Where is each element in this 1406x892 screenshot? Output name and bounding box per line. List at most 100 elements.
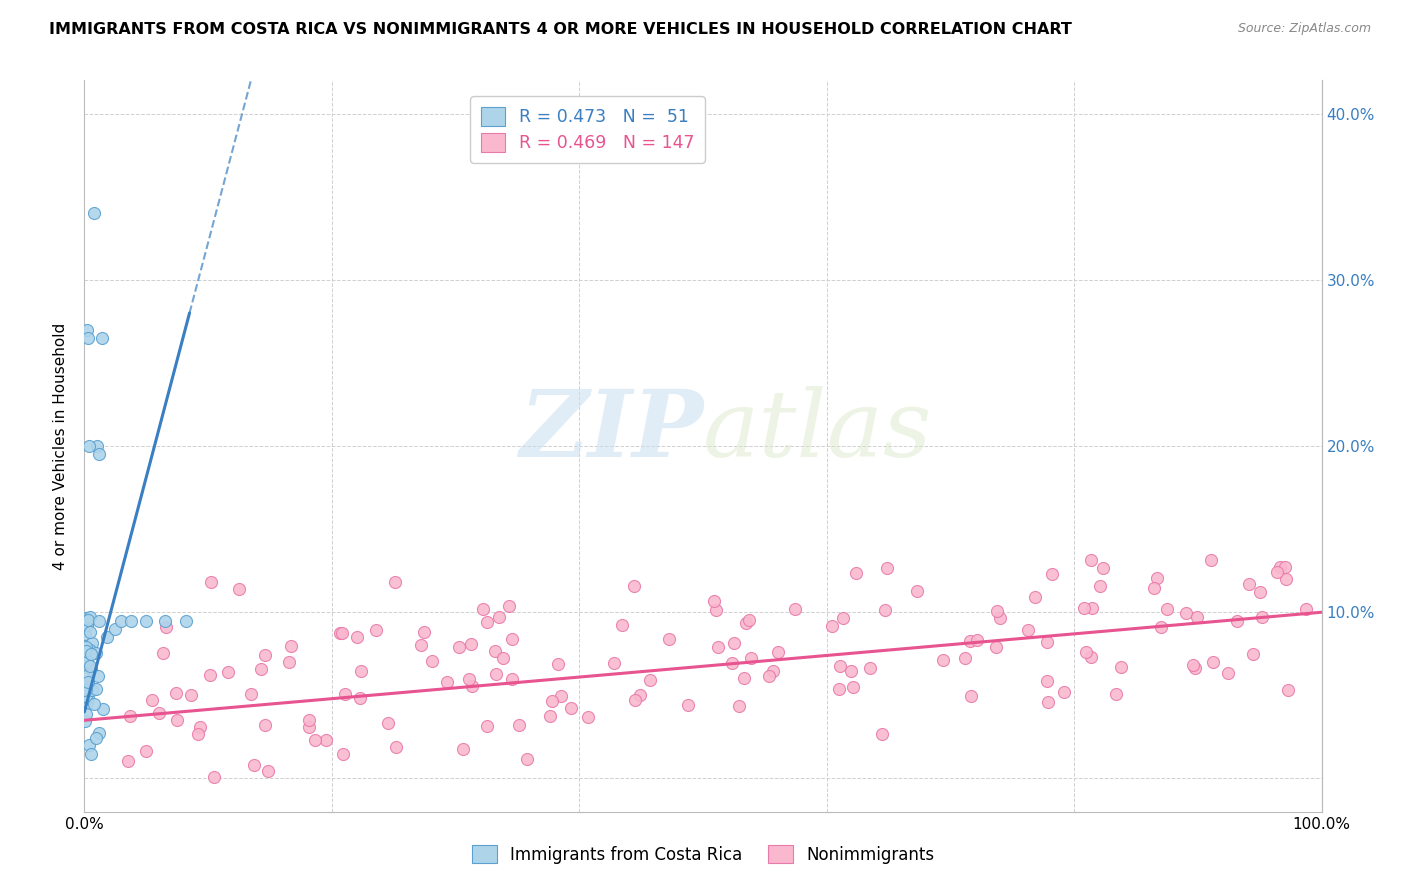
Point: [704, 603, 727, 617]
Point: [828, 659, 851, 673]
Point: [350, 664, 373, 678]
Point: [960, 690, 983, 704]
Point: [875, 603, 897, 617]
Point: [721, 657, 744, 671]
Point: [453, 742, 475, 756]
Legend: R = 0.473   N =  51, R = 0.469   N = 147: R = 0.473 N = 51, R = 0.469 N = 147: [471, 96, 704, 162]
Point: [86, 731, 108, 746]
Point: [858, 660, 880, 674]
Point: [839, 665, 862, 679]
Point: [409, 638, 432, 652]
Point: [298, 714, 321, 728]
Point: [117, 754, 139, 768]
Point: [249, 662, 271, 676]
Point: [202, 770, 225, 784]
Point: [80, 648, 103, 662]
Point: [1270, 560, 1292, 574]
Point: [83, 206, 105, 220]
Point: [1181, 658, 1204, 673]
Point: [77, 613, 100, 627]
Point: [1080, 650, 1102, 665]
Point: [73, 683, 96, 698]
Point: [1073, 601, 1095, 615]
Point: [1088, 579, 1111, 593]
Point: [1092, 561, 1115, 575]
Point: [90, 331, 112, 345]
Point: [76, 677, 98, 691]
Point: [931, 653, 953, 667]
Point: [638, 673, 661, 688]
Point: [73, 714, 96, 729]
Point: [1265, 565, 1288, 579]
Point: [484, 666, 506, 681]
Point: [73, 627, 96, 641]
Point: [346, 631, 368, 645]
Point: [148, 706, 170, 720]
Point: [349, 690, 371, 705]
Point: [76, 654, 98, 668]
Point: [508, 718, 530, 732]
Point: [1038, 695, 1060, 709]
Point: [77, 331, 100, 345]
Text: IMMIGRANTS FROM COSTA RICA VS NONIMMIGRANTS 4 OR MORE VEHICLES IN HOUSEHOLD CORR: IMMIGRANTS FROM COSTA RICA VS NONIMMIGRA…: [49, 22, 1073, 37]
Point: [603, 657, 626, 671]
Point: [141, 693, 163, 707]
Point: [135, 614, 157, 628]
Point: [217, 665, 239, 679]
Point: [1241, 647, 1264, 661]
Point: [174, 614, 197, 628]
Point: [385, 739, 408, 754]
Point: [228, 582, 250, 596]
Point: [80, 662, 103, 676]
Y-axis label: 4 or more Vehicles in Household: 4 or more Vehicles in Household: [53, 322, 69, 570]
Point: [79, 439, 101, 453]
Point: [83, 697, 105, 711]
Point: [1249, 584, 1271, 599]
Point: [1150, 619, 1173, 633]
Point: [538, 708, 561, 723]
Point: [501, 632, 523, 647]
Point: [239, 687, 262, 701]
Point: [77, 738, 100, 752]
Point: [75, 706, 97, 721]
Point: [200, 668, 222, 682]
Point: [110, 614, 132, 628]
Point: [75, 644, 97, 658]
Point: [828, 682, 851, 697]
Point: [188, 720, 211, 734]
Point: [1053, 684, 1076, 698]
Point: [484, 644, 506, 658]
Point: [89, 614, 111, 628]
Point: [734, 616, 756, 631]
Point: [447, 640, 470, 654]
Point: [257, 764, 280, 779]
Point: [153, 614, 176, 628]
Point: [86, 668, 108, 682]
Point: [118, 708, 141, 723]
Point: [420, 654, 443, 668]
Point: [200, 574, 222, 589]
Point: [165, 685, 187, 699]
Point: [76, 323, 98, 337]
Point: [547, 657, 569, 672]
Point: [155, 620, 177, 634]
Point: [762, 665, 785, 679]
Point: [905, 584, 928, 599]
Point: [91, 701, 114, 715]
Point: [329, 625, 352, 640]
Point: [623, 579, 645, 593]
Point: [304, 733, 326, 747]
Point: [120, 614, 142, 628]
Point: [1105, 687, 1128, 701]
Point: [1202, 655, 1225, 669]
Point: [623, 693, 645, 707]
Point: [315, 733, 337, 747]
Point: [77, 678, 100, 692]
Point: [461, 679, 484, 693]
Point: [1036, 635, 1059, 649]
Point: [1035, 673, 1057, 688]
Point: [723, 636, 745, 650]
Legend: Immigrants from Costa Rica, Nonimmigrants: Immigrants from Costa Rica, Nonimmigrant…: [465, 838, 941, 871]
Point: [733, 671, 755, 685]
Point: [727, 698, 749, 713]
